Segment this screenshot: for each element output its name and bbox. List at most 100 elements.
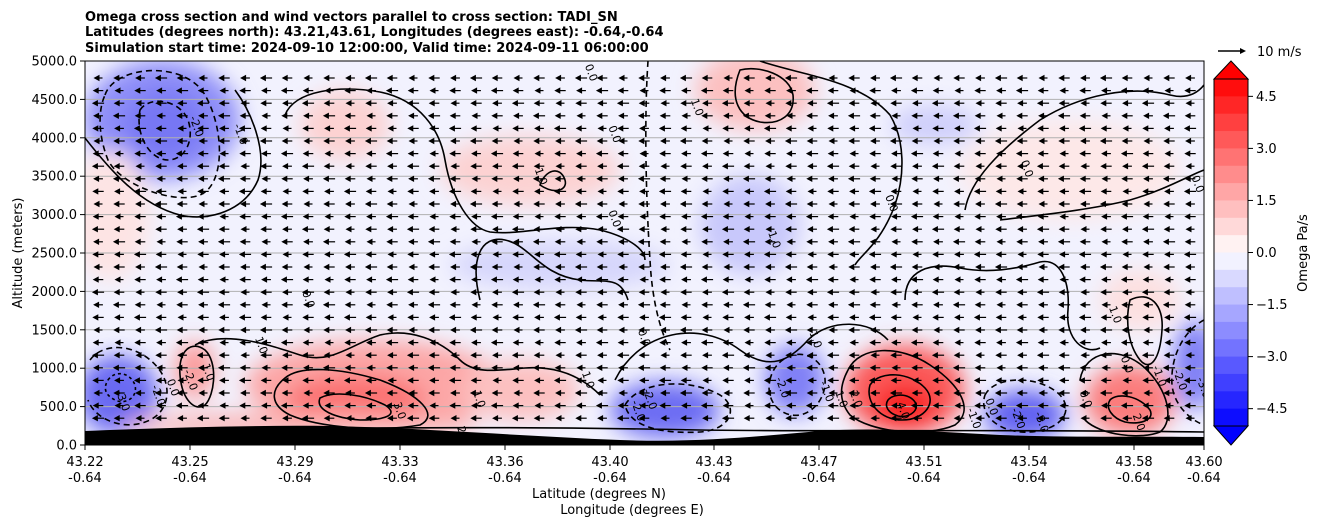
wind-vector <box>722 402 734 409</box>
x-tick-label-lon: -0.64 <box>802 471 836 486</box>
wind-vector <box>366 112 376 119</box>
wind-vector <box>890 188 902 195</box>
wind-vector <box>1164 213 1174 220</box>
wind-vector <box>954 276 964 283</box>
wind-vector <box>176 200 188 208</box>
wind-vector <box>912 163 922 170</box>
wind-vector <box>156 150 166 157</box>
wind-vector <box>219 125 229 132</box>
wind-vector <box>301 352 315 359</box>
wind-vector <box>511 163 525 170</box>
wind-vector <box>974 364 986 371</box>
wind-vector <box>596 175 608 182</box>
wind-vector <box>345 289 355 296</box>
wind-vector <box>512 314 524 321</box>
x-tick-label-lon: -0.64 <box>1012 471 1046 486</box>
wind-vector <box>176 238 188 245</box>
wind-vector <box>764 150 776 157</box>
wind-vector <box>387 163 397 170</box>
wind-vector <box>175 87 189 94</box>
colorbar-extend-bottom <box>1212 425 1250 446</box>
wind-vector <box>534 377 544 384</box>
wind-vector <box>786 112 796 119</box>
wind-vector <box>1184 238 1196 245</box>
wind-vector <box>449 301 461 308</box>
wind-vector <box>345 74 355 82</box>
wind-vector <box>889 389 903 397</box>
wind-vector <box>1080 74 1090 82</box>
wind-vector <box>91 163 105 170</box>
wind-vector <box>114 251 124 258</box>
wind-vector <box>344 402 356 409</box>
wind-vector <box>408 301 418 308</box>
wind-vector <box>1163 200 1175 208</box>
wind-vector <box>408 175 418 182</box>
wind-vector <box>91 415 105 422</box>
wind-vector <box>1142 251 1154 258</box>
wind-vector <box>511 352 525 359</box>
wind-vector <box>912 251 922 258</box>
wind-vector <box>1037 213 1049 220</box>
wind-vector <box>1185 389 1195 397</box>
wind-vector <box>1143 326 1153 334</box>
wind-vector <box>533 200 545 208</box>
wind-vector <box>532 112 546 119</box>
contour-label: 0.0 <box>982 396 1000 417</box>
wind-vector <box>385 87 399 94</box>
wind-vector <box>303 238 313 245</box>
omega-blob-pos-mid-upper <box>300 90 390 160</box>
wind-vector <box>113 163 125 170</box>
x-tick-label-lon: -0.64 <box>907 471 941 486</box>
wind-vector <box>408 137 418 145</box>
contour-right-lower-u <box>904 260 1101 351</box>
wind-vector <box>240 415 250 422</box>
wind-vector <box>1142 87 1154 94</box>
wind-vector <box>786 276 796 283</box>
wind-vector <box>448 314 462 321</box>
wind-vector <box>450 415 460 422</box>
wind-vector <box>1017 314 1027 321</box>
wind-vector <box>553 314 567 321</box>
wind-vector <box>1016 301 1028 308</box>
wind-vector <box>1163 289 1175 296</box>
wind-vector <box>932 402 944 409</box>
wind-vector <box>219 87 229 94</box>
wind-vector <box>1122 314 1132 321</box>
wind-vector <box>869 112 881 119</box>
wind-vector <box>408 112 418 119</box>
wind-vector <box>870 415 880 422</box>
wind-vector <box>826 289 840 296</box>
wind-vector <box>469 326 483 334</box>
wind-vector <box>1184 213 1196 220</box>
wind-vector <box>869 213 881 220</box>
wind-vector <box>596 74 608 82</box>
wind-vector <box>576 276 586 283</box>
wind-vector <box>1037 314 1049 321</box>
wind-vector <box>176 175 188 182</box>
svg-text:1.0: 1.0 <box>1106 304 1124 325</box>
y-tick-label: 1500.0 <box>32 323 78 338</box>
wind-vector <box>219 188 229 195</box>
wind-vector <box>197 276 209 283</box>
wind-vector <box>931 226 945 233</box>
y-tick-label: 4000.0 <box>32 131 78 146</box>
omega-blob-pos-lower-left-core <box>285 375 425 425</box>
wind-vector <box>618 389 628 397</box>
wind-vector <box>196 163 210 170</box>
wind-vector <box>849 276 859 283</box>
wind-vector <box>282 125 292 132</box>
wind-vector <box>323 352 335 359</box>
wind-vector <box>1120 150 1134 157</box>
wind-vector <box>596 389 608 397</box>
wind-vector <box>511 289 525 296</box>
wind-vector <box>218 137 230 145</box>
wind-vector <box>575 415 587 422</box>
wind-vector <box>470 251 482 258</box>
wind-vector <box>618 326 628 334</box>
wind-vector <box>387 415 397 422</box>
contour-label: 0.0 <box>1018 158 1036 179</box>
colorbar-segment <box>1214 217 1248 236</box>
wind-vector <box>721 226 735 233</box>
wind-vector <box>450 74 460 82</box>
wind-vector <box>806 326 818 334</box>
